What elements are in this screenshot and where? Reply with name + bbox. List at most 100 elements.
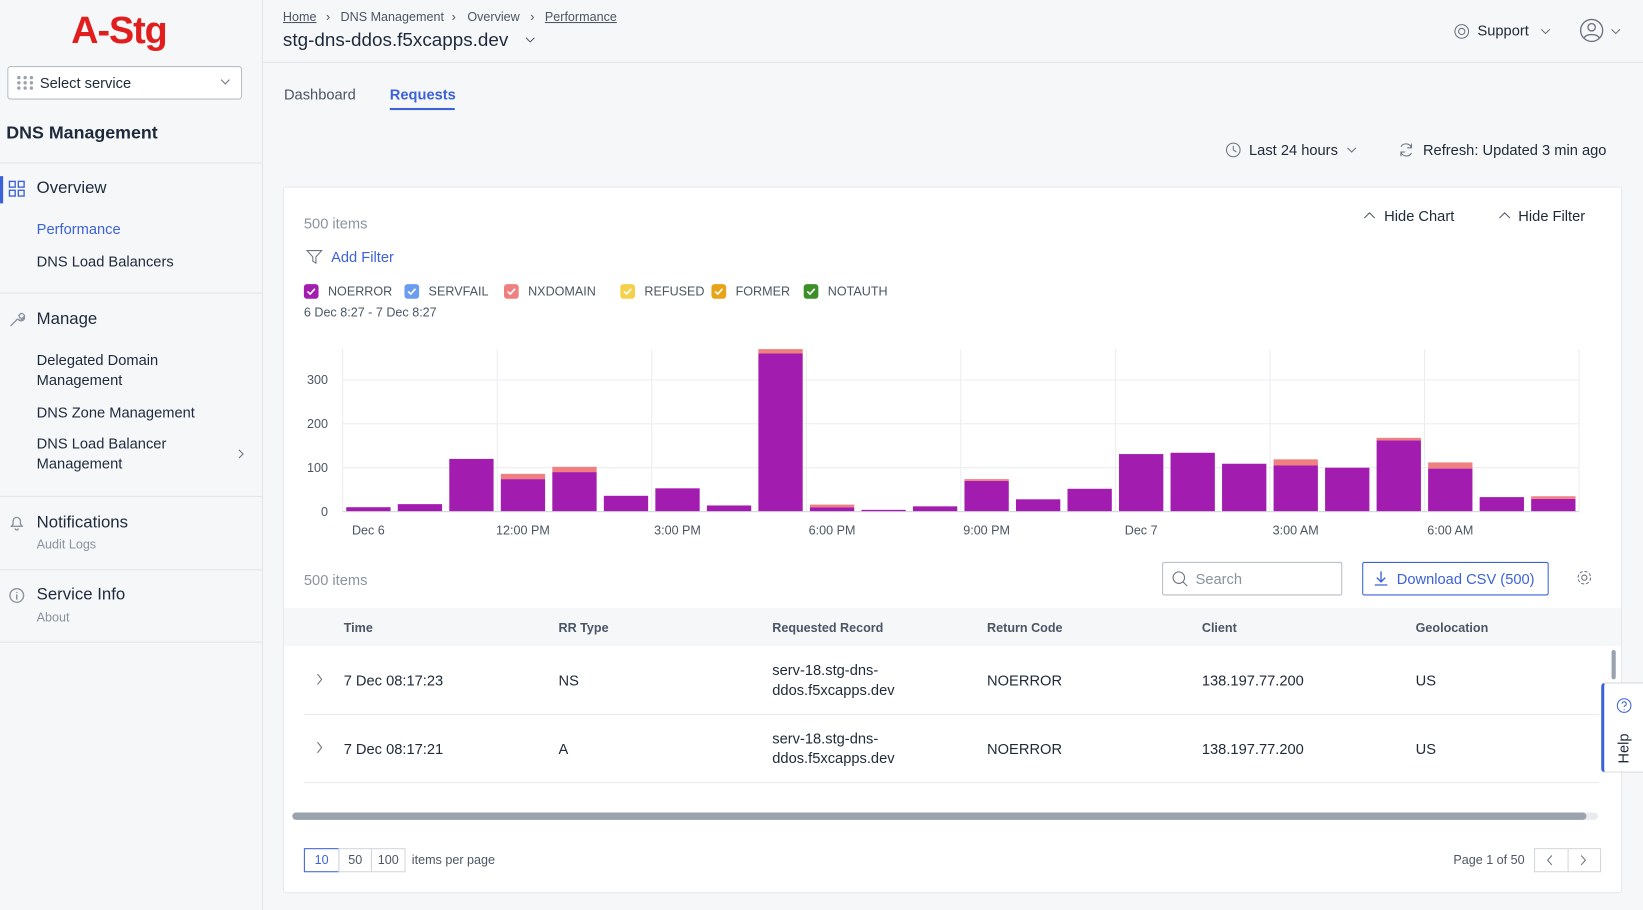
overview-icon — [8, 180, 25, 197]
chevron — [1611, 28, 1621, 35]
bar-segment — [758, 353, 803, 512]
legend-checkbox[interactable] — [504, 284, 519, 299]
v-scrollbar[interactable] — [1611, 650, 1616, 680]
download-icon — [1374, 571, 1388, 586]
column-header: Return Code — [987, 620, 1063, 636]
support-menu[interactable]: Support — [1477, 22, 1529, 39]
date-range: 6 Dec 8:27 - 7 Dec 8:27 — [303, 305, 437, 320]
breadcrumb-item[interactable]: DNS Management — [340, 9, 444, 25]
page-size-label: items per page — [411, 852, 495, 868]
bar-segment — [1015, 499, 1061, 512]
tab[interactable]: Dashboard — [283, 85, 356, 103]
next-page[interactable] — [1579, 854, 1587, 866]
bar-segment — [1479, 497, 1524, 512]
chevron — [1347, 147, 1357, 153]
nav-group[interactable]: Notifications — [36, 513, 128, 532]
bar-segment — [1428, 462, 1473, 469]
bar-segment — [552, 472, 597, 512]
column-header: RR Type — [558, 620, 609, 636]
time-range[interactable]: Last 24 hours — [1249, 141, 1338, 159]
clock-icon — [1225, 142, 1241, 158]
nav-item[interactable]: DNS Load Balancer Management — [36, 435, 167, 472]
nav-group[interactable]: Manage — [36, 310, 98, 329]
legend-label: NOERROR — [327, 284, 393, 299]
x-tick-label: 6:00 AM — [1427, 524, 1473, 538]
page-size[interactable]: 100 — [370, 848, 406, 873]
breadcrumb-item[interactable]: Performance — [544, 9, 617, 25]
breadcrumb-link[interactable]: Home — [282, 9, 317, 25]
item-count: 500 items — [303, 571, 368, 589]
legend-checkbox[interactable] — [303, 284, 319, 299]
refresh[interactable]: Refresh: Updated 3 min ago — [1422, 141, 1607, 159]
h-scrollbar[interactable] — [292, 812, 1587, 820]
legend-checkbox[interactable] — [404, 284, 420, 299]
manage-icon — [9, 312, 26, 327]
row-expander[interactable] — [315, 741, 323, 754]
table-cell: serv-18.stg-dns-ddos.f5xcapps.dev — [772, 661, 895, 699]
nav-item[interactable]: DNS Zone Management — [36, 403, 195, 421]
download-label: Download CSV (500) — [1396, 570, 1535, 588]
chevron — [317, 673, 323, 685]
column-header: Geolocation — [1415, 620, 1489, 636]
search-box[interactable]: Search — [1162, 561, 1343, 596]
sidebar: A-Stg Select service DNS Management Over… — [0, 0, 264, 910]
check — [806, 288, 816, 296]
divider — [1567, 849, 1569, 872]
bar-segment — [964, 479, 1009, 481]
nav-item[interactable]: Delegated Domain Management — [36, 351, 159, 388]
page-title[interactable]: stg-dns-ddos.f5xcapps.dev — [282, 29, 509, 51]
download-button[interactable]: Download CSV (500) — [1362, 561, 1549, 596]
breadcrumb-item[interactable]: Overview — [467, 9, 520, 25]
breadcrumb-sep: › — [325, 9, 331, 25]
main: Home › DNS Management › Overview › Perfo… — [263, 0, 1643, 910]
table-cell: US — [1415, 672, 1437, 689]
filter-icon — [305, 250, 323, 265]
page-indicator: Page 1 of 50 — [1453, 852, 1525, 868]
nav-item[interactable]: Performance — [36, 220, 121, 237]
hide-chart[interactable]: Hide Chart — [1384, 207, 1455, 225]
legend-checkbox[interactable] — [620, 284, 635, 299]
check — [623, 288, 632, 296]
bar-segment — [449, 458, 494, 512]
bar-segment — [1531, 498, 1576, 512]
active-indicator — [0, 176, 4, 204]
info-icon — [9, 587, 25, 603]
section-title: DNS Management — [6, 122, 158, 143]
bar-segment — [809, 504, 855, 508]
nav-item[interactable]: DNS Load Balancers — [36, 252, 174, 270]
search-icon — [1172, 571, 1188, 587]
check-mark — [714, 288, 724, 296]
legend-checkbox[interactable] — [803, 284, 819, 299]
bell-icon — [10, 516, 24, 531]
legend-checkbox[interactable] — [711, 284, 727, 299]
tab-underline — [389, 107, 455, 111]
table-cell: NS — [558, 672, 579, 689]
settings-icon[interactable] — [1576, 569, 1593, 586]
hide-filter[interactable]: Hide Filter — [1518, 207, 1586, 225]
bar-segment — [1531, 496, 1576, 499]
bar-segment — [1376, 437, 1421, 441]
tab-active[interactable]: Requests — [389, 85, 456, 103]
user-icon[interactable] — [1579, 18, 1604, 43]
add-filter[interactable]: Add Filter — [331, 248, 394, 266]
header-border — [263, 61, 1643, 63]
help-icon — [1616, 698, 1632, 713]
table-cell: US — [1415, 740, 1437, 757]
prev-page[interactable] — [1546, 854, 1554, 866]
nav-subtitle: Audit Logs — [36, 536, 97, 552]
page-size[interactable]: 50 — [338, 848, 372, 873]
row-expander[interactable] — [315, 673, 323, 686]
table-cell: 7 Dec 08:17:23 — [343, 672, 444, 689]
help-tab[interactable]: Help — [1601, 682, 1643, 773]
y-tick-label: 100 — [307, 461, 328, 475]
x-tick-label: Dec 6 — [352, 524, 385, 538]
x-tick-label: 3:00 AM — [1273, 524, 1319, 538]
bar-segment — [1376, 440, 1421, 512]
nav-group[interactable]: Service Info — [36, 586, 126, 604]
page-size[interactable]: 10 — [303, 848, 340, 873]
bar-segment — [552, 466, 597, 473]
service-select[interactable]: Select service — [7, 66, 243, 100]
chevron-up — [1499, 212, 1511, 219]
nav-group[interactable]: Overview — [36, 179, 107, 198]
